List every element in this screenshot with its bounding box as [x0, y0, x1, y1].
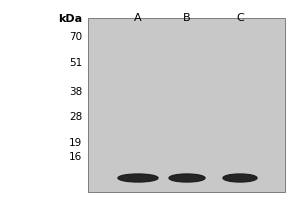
Ellipse shape [223, 174, 257, 182]
Ellipse shape [169, 174, 205, 182]
Text: A: A [134, 13, 142, 23]
Text: 38: 38 [69, 87, 82, 97]
Text: 51: 51 [69, 58, 82, 68]
Text: 70: 70 [69, 32, 82, 42]
Ellipse shape [118, 174, 158, 182]
Text: C: C [236, 13, 244, 23]
Text: 19: 19 [69, 138, 82, 148]
Bar [88, 18, 285, 192]
Text: kDa: kDa [58, 14, 82, 24]
Text: 28: 28 [69, 112, 82, 122]
Text: 16: 16 [69, 152, 82, 162]
Text: B: B [183, 13, 191, 23]
